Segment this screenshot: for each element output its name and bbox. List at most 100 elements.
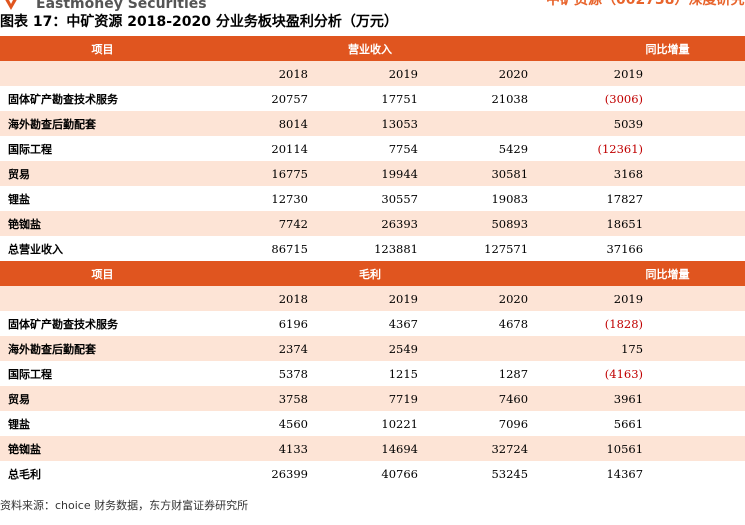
value-cell: 20757 (271, 91, 308, 106)
value-cell: 19944 (315, 161, 425, 186)
value-cell: 6196 (278, 316, 308, 331)
table-row: 铯铷盐413314694327241056118030 (0, 436, 745, 461)
value-cell: 40766 (381, 466, 418, 481)
value-cell: 2374 (205, 336, 315, 361)
value-cell: 7754 (388, 141, 418, 156)
value-cell: 123881 (374, 241, 418, 256)
profit-analysis-table: 项目营业收入同比增量20182019202020192020固体矿产勘查技术服务… (0, 36, 745, 486)
row-label: 铯铷盐 (0, 211, 205, 236)
value-cell: 53245 (491, 466, 529, 481)
year-blank (0, 286, 205, 311)
profit-analysis-table-wrapper: 项目营业收入同比增量20182019202020192020固体矿产勘查技术服务… (0, 36, 745, 491)
value-cell: 5039 (535, 111, 651, 136)
value-cell: 16775 (205, 161, 315, 186)
table-row: 总营业收入 86715 123881 127571 37166 3690 (0, 236, 745, 261)
value-cell: 3287 (650, 86, 745, 111)
value-cell: 19083 (491, 191, 529, 206)
value-cell: 3690 (650, 236, 745, 261)
value-cell: 72 (650, 361, 745, 386)
table-row: 固体矿产勘查技术服务 20757 17751 21038 (3006) 3287 (0, 86, 745, 111)
value-cell: (11474) (650, 186, 745, 211)
eastmoney-logo-icon (5, 0, 17, 10)
value-cell: 14694 (315, 436, 425, 461)
row-label: 固体矿产勘查技术服务 (8, 317, 118, 331)
table-row: 国际工程 20114 7754 5429 (12361) (2325) (0, 136, 745, 161)
value-cell: 3758 (205, 386, 315, 411)
value-cell (425, 336, 536, 361)
row-label: 锂盐 (8, 417, 30, 431)
value-cell: 175 (535, 336, 651, 361)
value-cell: 8014 (205, 111, 315, 136)
year-label: 2018 (205, 286, 315, 311)
brand-name: Eastmoney Securities (36, 0, 207, 12)
value-cell: (3125) (650, 411, 745, 436)
value-cell (425, 111, 536, 136)
table-row: 国际工程 5378 1215 1287 (4163) 72 (0, 361, 745, 386)
table-row: 固体矿产勘查技术服务 6196 4367 4678 (1828) 311 (0, 311, 745, 336)
table-row: 锂盐 12730 30557 19083 17827 (11474) (0, 186, 745, 211)
value-cell: 3168 (535, 161, 651, 186)
value-cell: 10561 (535, 436, 651, 461)
value-cell: 311 (650, 311, 745, 336)
value-cell: 37166 (606, 241, 644, 256)
value-cell: 17827 (606, 191, 644, 206)
table-row: 总毛利 26399 40766 53245 14367 12479 (0, 461, 745, 486)
value-cell: 2549 (315, 336, 425, 361)
row-label: 总营业收入 (8, 242, 63, 256)
row-label: 国际工程 (8, 367, 52, 381)
row-label: 贸易 (0, 386, 205, 411)
value-cell: 5378 (278, 366, 308, 381)
row-label: 海外勘查后勤配套 (0, 111, 205, 136)
value-cell: 86715 (271, 241, 308, 256)
value-cell: (1828) (604, 316, 644, 331)
header-gross-profit: 毛利 (205, 261, 536, 286)
value-cell: 7460 (425, 386, 536, 411)
year-label: 2020 (650, 61, 745, 86)
table-row: 锂盐 4560 10221 7096 5661 (3125) (0, 411, 745, 436)
value-cell: 13053 (315, 111, 425, 136)
value-cell: (4163) (604, 366, 644, 381)
section-header-row: 项目 营业收入 同比增量 (0, 36, 745, 61)
value-cell: 1287 (498, 366, 529, 381)
value-cell: 127571 (484, 241, 529, 256)
report-title-header: 中矿资源（002738）深度研究 (546, 0, 745, 8)
value-cell: 30581 (425, 161, 536, 186)
value-cell: 7742 (205, 211, 315, 236)
value-cell: 21038 (491, 91, 529, 106)
table-row: 铯铷盐774226393508931865124500 (0, 211, 745, 236)
value-cell: 32724 (425, 436, 536, 461)
header-yoy: 同比增量 (535, 36, 745, 61)
value-cell: 4678 (498, 316, 529, 331)
header-revenue: 营业收入 (205, 36, 536, 61)
value-cell: 7096 (498, 416, 529, 431)
value-cell: 30557 (381, 191, 418, 206)
section-header-row: 项目 毛利 同比增量 (0, 261, 745, 286)
value-cell: 18030 (650, 436, 745, 461)
value-cell: 4133 (205, 436, 315, 461)
row-label: 锂盐 (8, 192, 30, 206)
value-cell: 50893 (425, 211, 536, 236)
row-label: 海外勘查后勤配套 (0, 336, 205, 361)
value-cell: (259) (650, 386, 745, 411)
value-cell: 10637 (650, 161, 745, 186)
value-cell: (2549) (650, 336, 745, 361)
year-label: 2020 (425, 61, 536, 86)
year-label: 2019 (535, 61, 651, 86)
year-label: 2020 (425, 286, 536, 311)
value-cell: (3006) (604, 91, 644, 106)
value-cell: 24500 (650, 211, 745, 236)
year-blank (0, 61, 205, 86)
value-cell: 17751 (381, 91, 418, 106)
value-cell: 4367 (388, 316, 418, 331)
value-cell: (13053) (650, 111, 745, 136)
row-label: 贸易 (0, 161, 205, 186)
row-label: 总毛利 (8, 467, 41, 481)
row-label: 国际工程 (8, 142, 52, 156)
year-header-row: 20182019202020192020 (0, 286, 745, 311)
value-cell: 26393 (315, 211, 425, 236)
value-cell: (12361) (597, 141, 644, 156)
year-label: 2020 (650, 286, 745, 311)
header-item: 项目 (0, 261, 205, 286)
